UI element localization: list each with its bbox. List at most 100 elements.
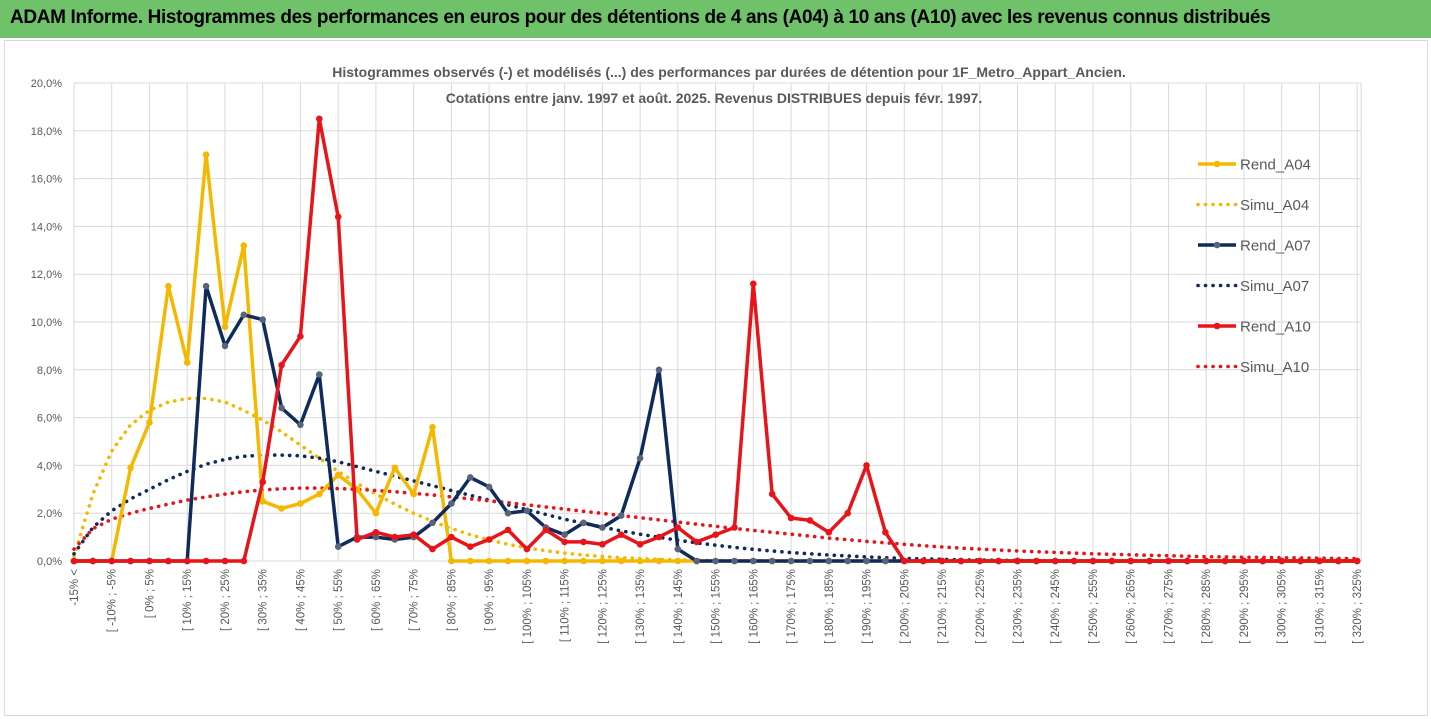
gridlines — [73, 82, 1362, 562]
data-point — [599, 541, 606, 548]
data-point — [127, 464, 134, 472]
data-point — [1165, 557, 1172, 565]
data-point — [467, 543, 474, 550]
banner-title: ADAM Informe. Histogrammes des performan… — [10, 7, 1271, 28]
data-point — [787, 557, 795, 565]
data-point — [580, 538, 587, 546]
x-tick-label: [ 290% ; 295% — [1239, 569, 1251, 644]
data-point — [202, 151, 210, 158]
x-tick-label: [ 260% ; 265% — [1126, 569, 1138, 644]
x-tick-label: [ 90% ; 95% — [484, 569, 496, 631]
data-point — [542, 557, 550, 565]
x-tick-label: [ 10% ; 15% — [182, 569, 194, 631]
x-tick-label: [ 300% ; 305% — [1277, 569, 1289, 644]
series-line — [72, 486, 1359, 561]
data-point — [316, 490, 323, 498]
data-point — [278, 361, 285, 369]
data-point — [636, 541, 644, 548]
x-tick-label: [ 200% ; 205% — [899, 569, 911, 644]
data-point — [1221, 557, 1229, 565]
data-point — [693, 538, 700, 546]
y-tick-label: 0,0% — [37, 556, 62, 568]
data-point — [165, 557, 172, 565]
data-point — [750, 280, 757, 288]
data-point — [863, 462, 870, 469]
data-point — [259, 316, 266, 323]
y-tick-label: 4,0% — [37, 460, 62, 472]
y-axis-ticks: 0,0% 2,0% 4,0% 6,0% 8,0% 10,0% 12,0% 14,0% 16,0%… — [31, 78, 62, 568]
data-point — [976, 557, 984, 565]
data-point — [1089, 557, 1097, 565]
data-point — [429, 545, 436, 553]
data-point — [504, 526, 512, 534]
data-point — [561, 557, 568, 565]
x-tick-label: [ 270% ; 275% — [1163, 569, 1175, 644]
data-point — [617, 557, 625, 565]
data-point — [221, 342, 229, 350]
x-tick-label: [ 130% ; 135% — [635, 569, 647, 644]
data-point — [617, 531, 625, 538]
data-point — [485, 483, 493, 491]
data-point — [655, 533, 663, 541]
data-point — [297, 500, 304, 507]
data-point — [485, 557, 493, 565]
data-point — [1278, 557, 1285, 565]
data-point — [542, 526, 550, 534]
data-point — [655, 366, 663, 374]
data-point — [240, 557, 248, 565]
legend-item-Rend_A10: Rend_A10 — [1198, 319, 1311, 336]
y-tick-label: 16,0% — [31, 174, 62, 186]
x-tick-label: [ 80% ; 85% — [446, 569, 458, 631]
series-Rend_A10 — [70, 115, 1361, 565]
data-point — [599, 524, 606, 531]
legend-label: Rend_A07 — [1240, 238, 1311, 255]
chart-title: Histogrammes observés (-) et modélisés (… — [332, 64, 1126, 80]
legend-label: Simu_A07 — [1240, 278, 1309, 295]
x-tick-label: [ 120% ; 125% — [597, 569, 609, 644]
data-point — [787, 514, 795, 522]
legend-item-Simu_A10: Simu_A10 — [1196, 359, 1309, 376]
data-point — [297, 421, 304, 429]
data-point — [655, 557, 663, 565]
chart-svg: Histogrammes observés (-) et modélisés (… — [31, 64, 1364, 644]
data-point — [806, 557, 814, 565]
data-point — [1297, 557, 1304, 565]
data-point — [806, 517, 814, 524]
series-Simu_A10 — [72, 486, 1359, 561]
data-point — [183, 359, 191, 366]
legend: Rend_A04 Simu_A04 Rend_A07 Simu_A07 Rend_A10… — [1196, 157, 1311, 376]
data-point — [561, 538, 568, 546]
data-point — [1335, 557, 1342, 565]
x-tick-label: -15% < — [69, 569, 81, 606]
data-point — [70, 557, 78, 565]
x-tick-label: [ 60% ; 65% — [371, 569, 383, 631]
data-point — [278, 404, 285, 412]
legend-item-Rend_A07: Rend_A07 — [1198, 238, 1311, 255]
x-tick-label: [ 150% ; 155% — [711, 569, 723, 644]
legend-label: Rend_A04 — [1240, 157, 1311, 174]
data-point — [636, 557, 644, 565]
data-point — [731, 557, 738, 565]
data-point — [1014, 557, 1021, 565]
data-point — [1316, 557, 1323, 565]
data-point — [372, 509, 380, 517]
x-tick-label: [ 40% ; 45% — [295, 569, 307, 631]
data-point — [768, 557, 776, 565]
data-point — [580, 557, 587, 565]
data-point — [372, 529, 380, 536]
x-tick-label: [ 180% ; 185% — [824, 569, 836, 644]
x-tick-label: [ 30% ; 35% — [258, 569, 270, 631]
data-point — [674, 524, 682, 531]
x-tick-label: [ 240% ; 245% — [1050, 569, 1062, 644]
data-point — [1070, 557, 1078, 565]
x-tick-label: [ 20% ; 25% — [220, 569, 232, 631]
data-point — [919, 557, 927, 565]
data-point — [391, 533, 399, 541]
x-tick-label: [ 250% ; 255% — [1088, 569, 1100, 644]
data-point — [202, 557, 210, 565]
legend-marker — [1213, 322, 1221, 330]
data-point — [334, 213, 342, 221]
banner: ADAM Informe. Histogrammes des performan… — [0, 0, 1431, 38]
data-point — [617, 512, 625, 519]
data-point — [108, 557, 115, 565]
